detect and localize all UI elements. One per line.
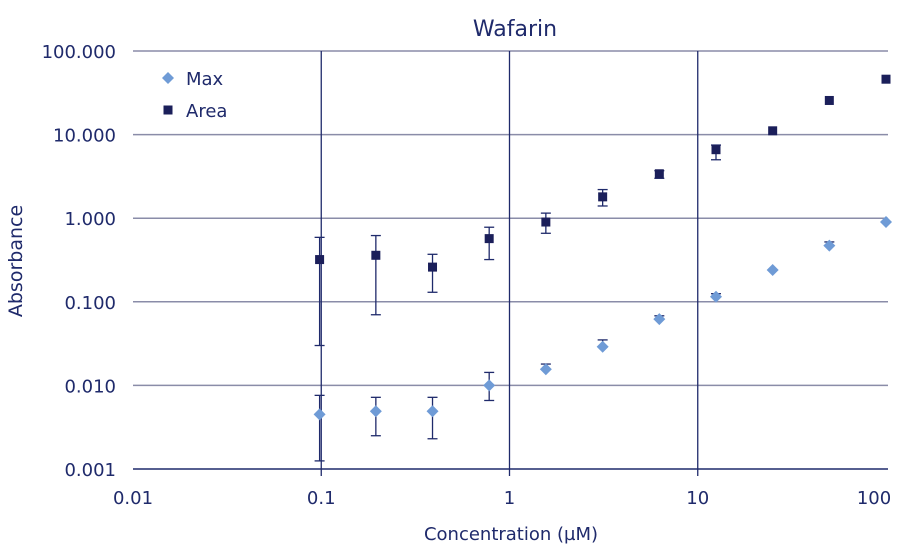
- area-point: [315, 255, 325, 265]
- legend-square-icon: [163, 105, 173, 115]
- y-tick-label: 0.100: [64, 293, 116, 314]
- area-point: [881, 74, 891, 84]
- max-point: [766, 264, 779, 277]
- area-point: [768, 126, 778, 136]
- area-point: [541, 217, 551, 227]
- max-point: [596, 340, 609, 353]
- area-point: [428, 262, 438, 272]
- y-tick-label: 0.010: [64, 376, 116, 397]
- area-point: [598, 192, 608, 202]
- y-tick-label: 1.000: [64, 209, 116, 230]
- chart-title: Wafarin: [473, 17, 557, 42]
- y-tick-label: 0.001: [64, 460, 116, 481]
- legend-diamond-icon: [162, 72, 174, 84]
- max-point: [426, 405, 439, 418]
- max-point: [880, 216, 892, 229]
- y-axis-label: Absorbance: [5, 205, 27, 317]
- legend: Max Area: [162, 69, 227, 122]
- legend-label: Max: [186, 69, 224, 90]
- x-tick-label: 1: [504, 488, 515, 509]
- max-point: [709, 290, 722, 303]
- area-point: [654, 169, 664, 179]
- x-tick-label: 0.1: [307, 488, 336, 509]
- max-point: [483, 379, 496, 392]
- area-point: [711, 145, 721, 155]
- x-tick-label: 100: [857, 488, 891, 509]
- max-point: [823, 239, 836, 252]
- max-point: [313, 408, 326, 421]
- x-tick-label: 0.01: [113, 488, 153, 509]
- legend-label: Area: [186, 101, 227, 122]
- area-point: [484, 234, 494, 244]
- y-tick-label: 10.000: [53, 126, 116, 147]
- max-point: [369, 405, 382, 418]
- area-point: [824, 95, 834, 105]
- max-point: [653, 313, 666, 326]
- x-axis-label: Concentration (µM): [424, 524, 598, 545]
- x-tick-label: 10: [686, 488, 709, 509]
- area-point: [371, 250, 381, 260]
- max-point: [539, 363, 552, 376]
- y-tick-label: 100.000: [42, 42, 116, 63]
